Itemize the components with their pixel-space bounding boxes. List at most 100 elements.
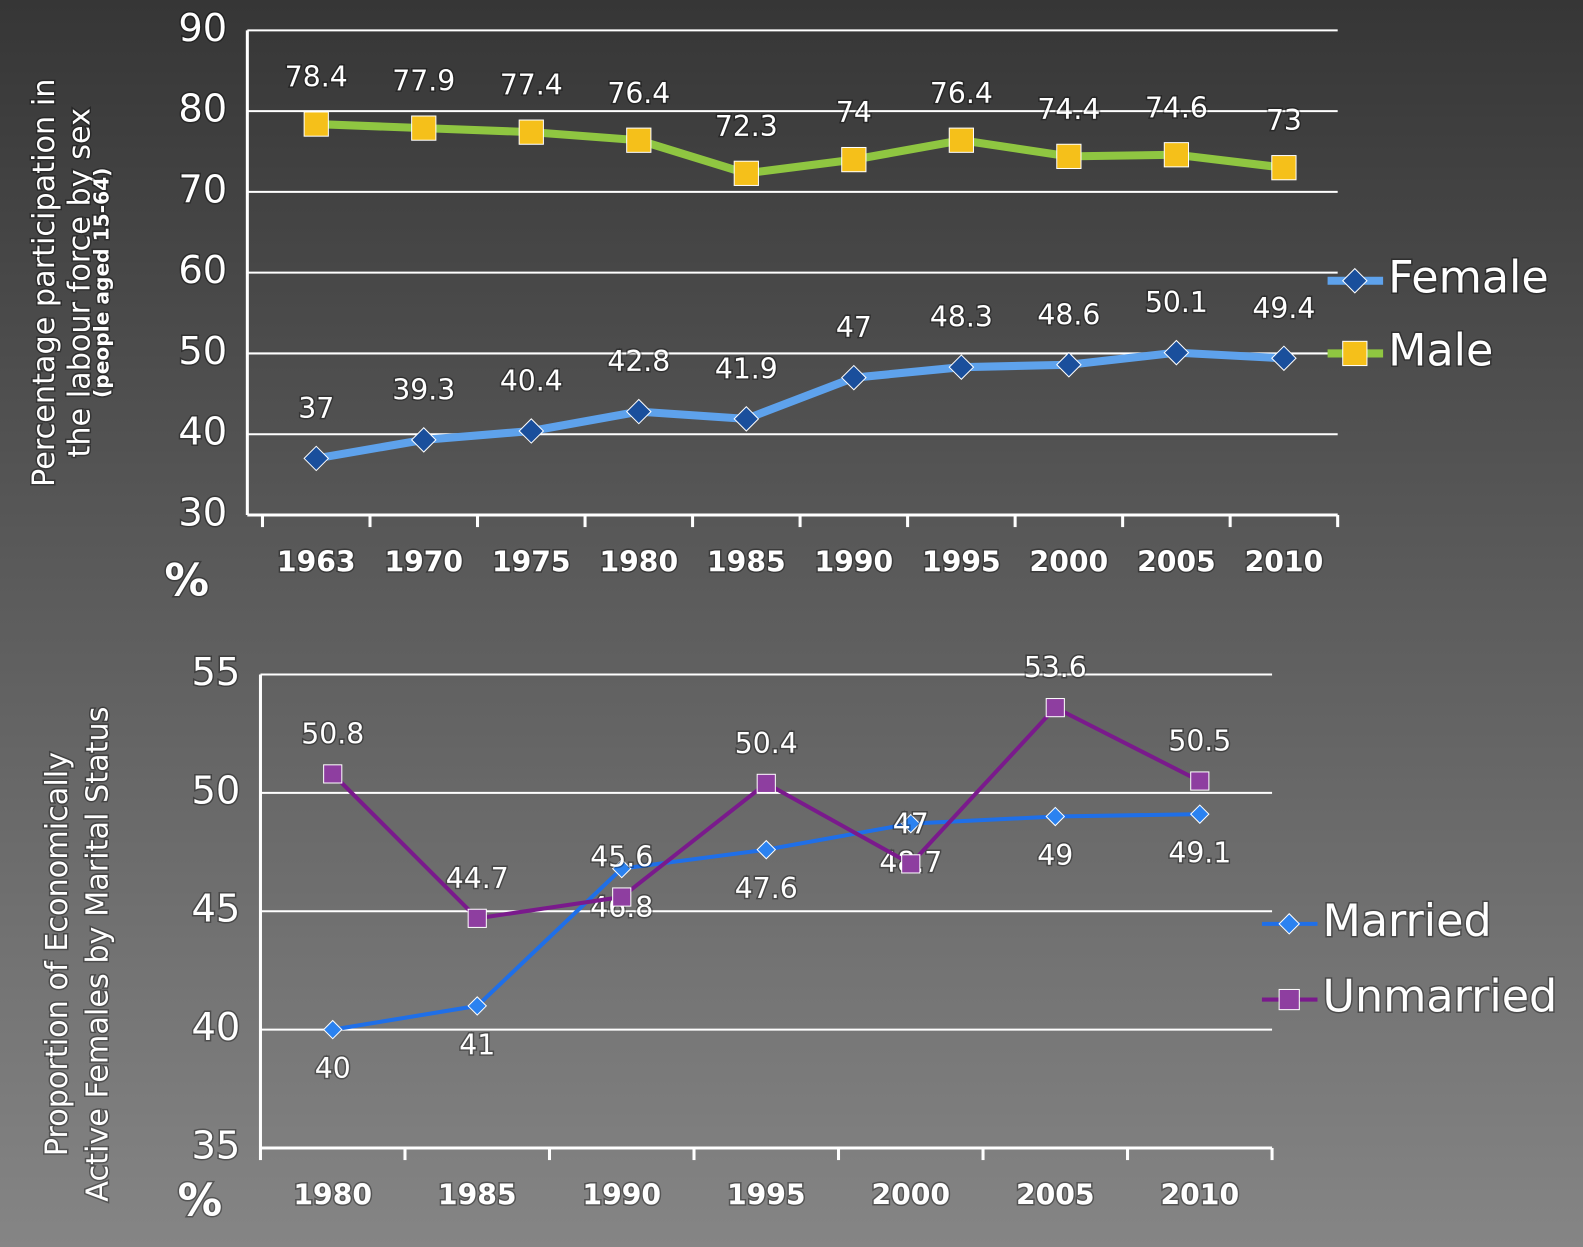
x-tick-label: 1995 bbox=[922, 545, 1001, 578]
legend-label: Male bbox=[1388, 325, 1493, 376]
data-label: 41 bbox=[459, 1028, 495, 1061]
legend-marker bbox=[1342, 340, 1368, 367]
data-label: 48.6 bbox=[1037, 298, 1100, 331]
data-label: 48.3 bbox=[930, 301, 993, 334]
data-label: 77.4 bbox=[500, 69, 563, 102]
data-point bbox=[1163, 339, 1190, 366]
data-label: 44.7 bbox=[446, 862, 509, 895]
y-tick-label: 90 bbox=[178, 6, 227, 51]
data-label: 47 bbox=[893, 808, 929, 841]
data-point bbox=[756, 839, 777, 860]
data-label: 49 bbox=[1037, 839, 1073, 872]
data-point bbox=[1045, 698, 1065, 718]
data-label: 39.3 bbox=[392, 373, 455, 406]
data-label: 74.6 bbox=[1145, 91, 1208, 124]
data-point bbox=[322, 1019, 343, 1040]
data-point bbox=[467, 908, 487, 928]
data-label: 50.8 bbox=[301, 718, 364, 751]
y-tick-label: 50 bbox=[191, 768, 240, 813]
data-label: 45.6 bbox=[590, 841, 653, 874]
x-tick-label: 1985 bbox=[438, 1178, 517, 1211]
unit-label: % bbox=[178, 1175, 223, 1226]
data-point bbox=[1056, 143, 1082, 169]
x-tick-label: 1975 bbox=[492, 545, 571, 578]
data-point bbox=[733, 406, 760, 432]
data-point bbox=[901, 854, 921, 874]
x-tick-label: 2005 bbox=[1016, 1178, 1095, 1211]
data-label: 47.6 bbox=[735, 872, 798, 905]
data-label: 42.8 bbox=[607, 345, 670, 378]
unit-label: % bbox=[165, 556, 210, 607]
x-tick-label: 2000 bbox=[871, 1178, 950, 1211]
legend-marker bbox=[1278, 988, 1300, 1011]
y-tick-label: 35 bbox=[191, 1123, 240, 1168]
x-tick-label: 1970 bbox=[384, 545, 463, 578]
data-point bbox=[467, 996, 488, 1016]
y-tick-label: 60 bbox=[178, 248, 227, 293]
y-tick-label: 80 bbox=[178, 87, 227, 132]
data-point bbox=[518, 418, 545, 444]
data-point bbox=[841, 146, 867, 173]
series-line bbox=[315, 348, 1285, 463]
data-point bbox=[410, 427, 437, 453]
y-tick-label: 50 bbox=[178, 329, 227, 374]
y-axis-label: Active Females by Marital Status bbox=[80, 707, 115, 1202]
data-point bbox=[518, 119, 544, 145]
data-label: 77.9 bbox=[392, 65, 455, 98]
data-point bbox=[900, 813, 921, 834]
x-tick-label: 2000 bbox=[1030, 545, 1109, 578]
legend-marker bbox=[1278, 913, 1301, 935]
data-label: 53.6 bbox=[1024, 651, 1087, 684]
data-point bbox=[841, 364, 867, 391]
data-point bbox=[625, 398, 652, 425]
x-tick-label: 1985 bbox=[707, 545, 786, 578]
x-tick-label: 1980 bbox=[293, 1178, 372, 1211]
y-tick-label: 30 bbox=[178, 490, 227, 535]
y-axis-note: (people aged 15-64) bbox=[89, 168, 113, 398]
data-label: 50.4 bbox=[735, 727, 798, 760]
data-point bbox=[611, 858, 632, 879]
y-tick-label: 55 bbox=[191, 650, 240, 695]
data-label: 47 bbox=[836, 311, 872, 344]
data-label: 78.4 bbox=[285, 61, 348, 94]
series-line bbox=[316, 120, 1285, 178]
x-tick-label: 1990 bbox=[815, 545, 894, 578]
data-label: 50.5 bbox=[1168, 725, 1231, 758]
data-label: 41.9 bbox=[715, 352, 778, 385]
x-tick-label: 1990 bbox=[582, 1178, 661, 1211]
data-label: 76.4 bbox=[607, 77, 670, 110]
data-label: 73 bbox=[1266, 104, 1302, 137]
y-axis-label: Proportion of Economically bbox=[40, 752, 75, 1156]
data-point bbox=[756, 773, 776, 793]
data-point bbox=[411, 115, 437, 141]
y-tick-label: 45 bbox=[191, 887, 240, 932]
x-tick-label: 2010 bbox=[1245, 545, 1324, 578]
x-tick-label: 1995 bbox=[727, 1178, 806, 1211]
data-point bbox=[1271, 345, 1297, 372]
data-label: 50.1 bbox=[1145, 286, 1208, 319]
legend-marker bbox=[1342, 267, 1368, 294]
data-point bbox=[948, 127, 974, 153]
data-label: 72.3 bbox=[715, 110, 778, 143]
data-point bbox=[626, 127, 652, 153]
x-tick-label: 1980 bbox=[599, 545, 678, 578]
data-point bbox=[1189, 804, 1210, 824]
y-tick-label: 40 bbox=[178, 410, 227, 455]
x-tick-label: 2005 bbox=[1137, 545, 1216, 578]
y-tick-label: 70 bbox=[178, 167, 227, 212]
y-axis-label: Percentage participation in bbox=[27, 79, 62, 487]
legend-label: Married bbox=[1323, 896, 1492, 947]
data-point bbox=[612, 887, 632, 907]
data-label: 76.4 bbox=[930, 77, 993, 110]
y-axis-label: the labour force by sex bbox=[62, 108, 97, 458]
legend-label: Female bbox=[1388, 253, 1549, 304]
data-point bbox=[733, 160, 759, 186]
data-label: 37 bbox=[298, 392, 334, 425]
data-point bbox=[303, 445, 330, 472]
data-label: 74.4 bbox=[1037, 93, 1100, 126]
data-point bbox=[948, 354, 975, 380]
data-point bbox=[1163, 142, 1190, 168]
data-point bbox=[1045, 806, 1066, 827]
data-point bbox=[323, 764, 343, 784]
